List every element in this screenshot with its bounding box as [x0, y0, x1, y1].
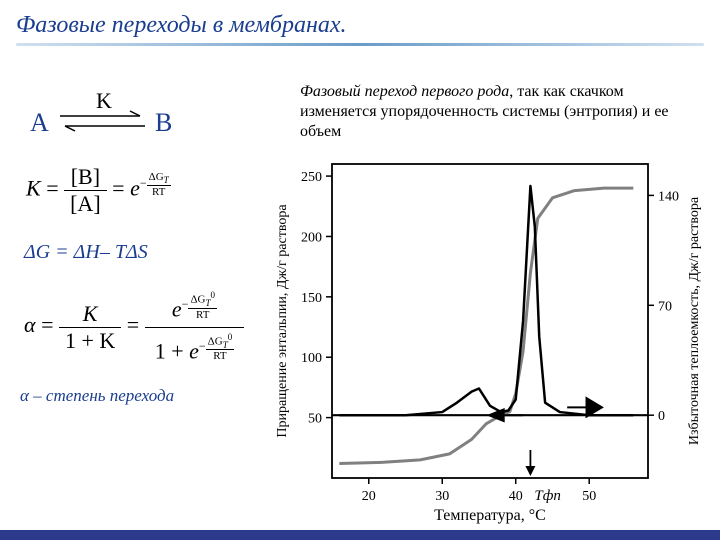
footer-bar	[0, 530, 720, 540]
species-b: B	[155, 108, 172, 138]
eq1-exponent: −ΔGTRT	[140, 176, 171, 190]
eq2-alpha: α	[24, 312, 36, 337]
eq2-num-dg: ΔG	[190, 294, 205, 306]
svg-text:70: 70	[658, 299, 672, 314]
description-emphasis: Фазовый переход первого рода	[300, 83, 509, 100]
svg-text:200: 200	[301, 230, 322, 245]
equations-column: A K B K = [B] [A] = e−ΔGTRT ΔG = ΔH– TΔS…	[20, 90, 270, 406]
eq2-num-e: e	[172, 297, 182, 322]
eq2-num-0: 0	[211, 290, 216, 300]
svg-text:250: 250	[301, 170, 322, 185]
svg-text:0: 0	[658, 409, 665, 424]
svg-text:140: 140	[658, 189, 679, 204]
eq1-exp-dg: ΔG	[149, 171, 164, 183]
eq1-concentration-ratio: [B] [A]	[64, 164, 107, 217]
eq2-k-frac: K 1 + K	[59, 301, 121, 354]
eq2-den-0: 0	[228, 332, 233, 342]
svg-text:Температура, °C: Температура, °C	[434, 507, 546, 524]
description-text: Фазовый переход первого рода, так как ск…	[300, 82, 700, 142]
eq1-e: e	[130, 176, 140, 201]
svg-text:50: 50	[582, 489, 596, 504]
eq1-den: [A]	[64, 191, 107, 217]
svg-text:Избыточная теплоемкость, Дж/г: Избыточная теплоемкость, Дж/г раствора	[687, 196, 702, 445]
svg-text:100: 100	[301, 351, 322, 366]
svg-text:40: 40	[509, 489, 523, 504]
equilibrium-arrows-icon	[55, 106, 150, 136]
reaction-scheme: A K B	[20, 90, 270, 140]
svg-text:Приращение энтальпии, Дж/г рас: Приращение энтальпии, Дж/г раствора	[275, 204, 290, 438]
eq2-den-e: e	[189, 338, 199, 363]
species-a: A	[30, 108, 49, 138]
equilibrium-equation: K = [B] [A] = e−ΔGTRT	[26, 164, 270, 217]
eq2-num-k: K	[83, 301, 98, 326]
svg-text:30: 30	[435, 489, 449, 504]
eq2-den-rt: RT	[206, 350, 235, 362]
svg-text:20: 20	[362, 489, 376, 504]
eq1-exp-rt: RT	[147, 186, 171, 198]
page-title: Фазовые переходы в мембранах.	[0, 0, 720, 43]
eq2-den-1k: 1 + K	[59, 328, 121, 354]
eq2-den-dg: ΔG	[208, 335, 223, 347]
eq1-k: K	[26, 176, 41, 201]
title-divider	[16, 43, 704, 46]
eq2-num-rt: RT	[188, 309, 217, 321]
eq1-exp-t: T	[164, 175, 169, 185]
alpha-definition: α – степень перехода	[20, 386, 270, 406]
alpha-equation: α = K 1 + K = e−ΔGT0RT 1 + e−ΔGT0RT	[24, 286, 270, 368]
eq2-exp-frac: e−ΔGT0RT 1 + e−ΔGT0RT	[145, 286, 245, 368]
svg-text:50: 50	[308, 412, 322, 427]
svg-text:150: 150	[301, 291, 322, 306]
gibbs-equation: ΔG = ΔH– TΔS	[24, 241, 270, 264]
eq1-num: [B]	[64, 164, 107, 191]
svg-text:Tфп: Tфп	[534, 488, 561, 504]
eq2-den-1: 1	[155, 338, 166, 363]
phase-transition-chart: 20 30 40 50 50 100 150 200 250 0 70 140 Tфп Температу…	[270, 152, 710, 530]
